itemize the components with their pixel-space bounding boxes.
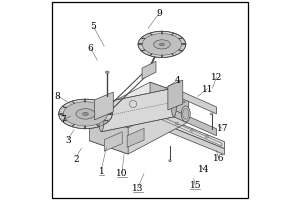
Polygon shape (174, 88, 217, 114)
Polygon shape (174, 110, 217, 136)
Polygon shape (94, 92, 113, 120)
Text: 14: 14 (198, 165, 209, 174)
Ellipse shape (154, 40, 170, 49)
Ellipse shape (181, 106, 190, 122)
Circle shape (176, 122, 178, 125)
Text: 7: 7 (60, 115, 66, 124)
Text: 10: 10 (116, 169, 128, 178)
Ellipse shape (171, 88, 177, 117)
Ellipse shape (99, 103, 104, 132)
Ellipse shape (183, 108, 189, 119)
Text: 15: 15 (190, 181, 201, 190)
Text: 13: 13 (132, 184, 143, 193)
Polygon shape (156, 121, 224, 155)
Polygon shape (168, 80, 183, 110)
Text: 2: 2 (74, 155, 79, 164)
Ellipse shape (159, 43, 164, 46)
Polygon shape (142, 61, 156, 79)
Text: 5: 5 (91, 22, 96, 31)
Ellipse shape (169, 160, 171, 161)
Circle shape (190, 129, 193, 131)
Circle shape (206, 135, 208, 138)
Ellipse shape (210, 113, 213, 115)
Polygon shape (101, 88, 174, 132)
Text: 11: 11 (202, 85, 213, 94)
Text: 17: 17 (217, 124, 228, 133)
Polygon shape (89, 114, 128, 154)
Text: 4: 4 (175, 76, 181, 85)
Ellipse shape (82, 112, 88, 115)
Polygon shape (104, 132, 122, 151)
Text: 6: 6 (88, 44, 93, 53)
Polygon shape (127, 128, 144, 147)
Ellipse shape (76, 109, 95, 119)
Ellipse shape (138, 31, 186, 57)
Polygon shape (89, 108, 189, 154)
Text: 3: 3 (65, 136, 71, 145)
Polygon shape (89, 82, 189, 128)
Ellipse shape (106, 71, 109, 73)
Ellipse shape (58, 99, 112, 129)
Polygon shape (150, 82, 189, 122)
Ellipse shape (63, 102, 108, 126)
Text: 9: 9 (156, 9, 162, 18)
Polygon shape (156, 114, 224, 149)
Polygon shape (156, 114, 161, 129)
Text: 8: 8 (55, 92, 61, 101)
Text: 1: 1 (98, 167, 104, 176)
Text: 16: 16 (213, 154, 224, 163)
Text: 12: 12 (211, 73, 222, 82)
Ellipse shape (142, 34, 182, 55)
